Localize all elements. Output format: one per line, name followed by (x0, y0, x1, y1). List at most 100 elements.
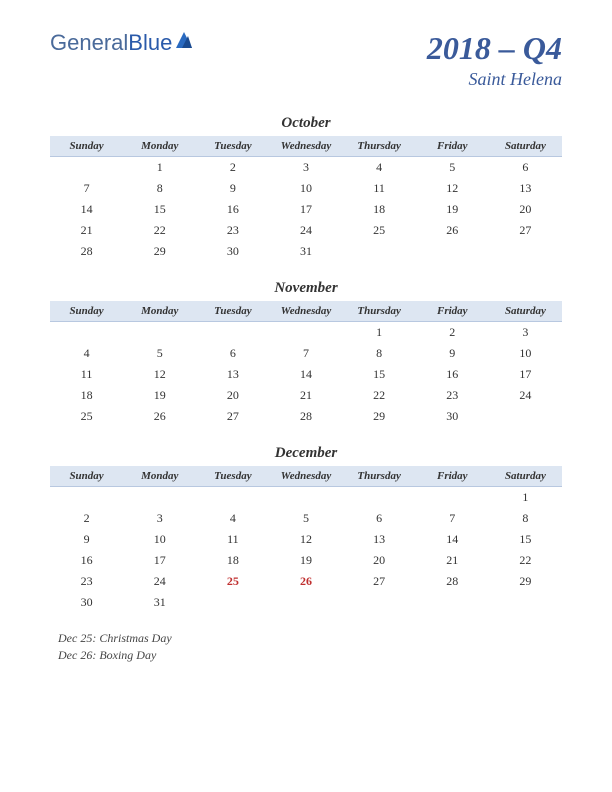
calendar-row: 9101112131415 (50, 529, 562, 550)
calendars-container: OctoberSundayMondayTuesdayWednesdayThurs… (50, 115, 562, 613)
weekday-header: Sunday (50, 301, 123, 322)
calendar-cell: 27 (196, 406, 269, 427)
calendar-cell: 22 (343, 385, 416, 406)
calendar-cell: 26 (416, 220, 489, 241)
calendar-row: 14151617181920 (50, 199, 562, 220)
calendar-cell: 28 (269, 406, 342, 427)
calendar-cell: 12 (269, 529, 342, 550)
calendar-cell: 25 (50, 406, 123, 427)
calendar-cell: 3 (269, 157, 342, 179)
logo: GeneralBlue (50, 30, 194, 56)
weekday-header: Monday (123, 136, 196, 157)
calendar-table: SundayMondayTuesdayWednesdayThursdayFrid… (50, 301, 562, 427)
weekday-header: Saturday (489, 301, 562, 322)
calendar-row: 45678910 (50, 343, 562, 364)
calendar-cell: 6 (343, 508, 416, 529)
calendar-cell: 11 (50, 364, 123, 385)
calendar-cell: 23 (196, 220, 269, 241)
calendar-row: 123456 (50, 157, 562, 179)
calendar-cell: 4 (343, 157, 416, 179)
calendar-cell: 29 (343, 406, 416, 427)
calendar-table: SundayMondayTuesdayWednesdayThursdayFrid… (50, 136, 562, 262)
calendar-row: 123 (50, 322, 562, 344)
calendar-cell: 20 (343, 550, 416, 571)
weekday-header: Sunday (50, 136, 123, 157)
calendar-cell: 6 (489, 157, 562, 179)
weekday-header: Saturday (489, 466, 562, 487)
calendar-cell (416, 592, 489, 613)
calendar-cell: 26 (123, 406, 196, 427)
month-block: DecemberSundayMondayTuesdayWednesdayThur… (50, 445, 562, 613)
calendar-cell: 3 (123, 508, 196, 529)
calendar-cell (489, 406, 562, 427)
calendar-cell (343, 592, 416, 613)
calendar-cell: 7 (416, 508, 489, 529)
calendar-cell (50, 322, 123, 344)
calendar-row: 78910111213 (50, 178, 562, 199)
calendar-cell: 30 (416, 406, 489, 427)
calendar-cell: 12 (416, 178, 489, 199)
calendar-cell: 2 (50, 508, 123, 529)
calendar-row: 1 (50, 487, 562, 509)
calendar-cell: 5 (416, 157, 489, 179)
weekday-header: Tuesday (196, 466, 269, 487)
calendar-cell: 18 (343, 199, 416, 220)
calendar-cell (50, 487, 123, 509)
calendar-cell: 20 (196, 385, 269, 406)
calendar-cell: 31 (269, 241, 342, 262)
calendar-cell: 10 (269, 178, 342, 199)
calendar-cell: 1 (343, 322, 416, 344)
calendar-row: 21222324252627 (50, 220, 562, 241)
calendar-cell: 25 (196, 571, 269, 592)
weekday-header: Sunday (50, 466, 123, 487)
calendar-cell: 7 (269, 343, 342, 364)
calendar-cell: 28 (50, 241, 123, 262)
calendar-cell: 15 (123, 199, 196, 220)
calendar-cell: 3 (489, 322, 562, 344)
calendar-cell: 21 (50, 220, 123, 241)
holiday-note: Dec 25: Christmas Day (58, 631, 562, 646)
calendar-cell (196, 592, 269, 613)
calendar-cell: 18 (50, 385, 123, 406)
calendar-cell: 2 (196, 157, 269, 179)
calendar-cell: 15 (489, 529, 562, 550)
calendar-cell: 14 (416, 529, 489, 550)
calendar-cell: 23 (50, 571, 123, 592)
calendar-cell: 8 (343, 343, 416, 364)
calendar-cell: 21 (416, 550, 489, 571)
weekday-header: Monday (123, 301, 196, 322)
calendar-cell: 24 (489, 385, 562, 406)
logo-icon (174, 30, 194, 56)
calendar-cell: 13 (196, 364, 269, 385)
calendar-cell: 14 (50, 199, 123, 220)
month-name: October (50, 115, 562, 132)
calendar-cell: 8 (123, 178, 196, 199)
month-name: December (50, 445, 562, 462)
calendar-cell: 7 (50, 178, 123, 199)
calendar-cell: 13 (489, 178, 562, 199)
calendar-cell: 6 (196, 343, 269, 364)
weekday-header: Monday (123, 466, 196, 487)
holiday-note: Dec 26: Boxing Day (58, 648, 562, 663)
weekday-header: Thursday (343, 466, 416, 487)
calendar-cell: 14 (269, 364, 342, 385)
holiday-notes: Dec 25: Christmas Day Dec 26: Boxing Day (50, 631, 562, 663)
region-title: Saint Helena (427, 69, 562, 90)
calendar-cell (269, 487, 342, 509)
calendar-cell: 29 (489, 571, 562, 592)
calendar-cell: 9 (416, 343, 489, 364)
calendar-cell: 21 (269, 385, 342, 406)
calendar-cell: 26 (269, 571, 342, 592)
calendar-cell (269, 592, 342, 613)
calendar-cell: 1 (489, 487, 562, 509)
calendar-cell (50, 157, 123, 179)
weekday-header: Wednesday (269, 301, 342, 322)
calendar-cell: 16 (416, 364, 489, 385)
calendar-cell: 16 (50, 550, 123, 571)
calendar-row: 28293031 (50, 241, 562, 262)
weekday-header: Tuesday (196, 301, 269, 322)
calendar-cell: 16 (196, 199, 269, 220)
weekday-header: Thursday (343, 301, 416, 322)
logo-text-1: General (50, 30, 128, 56)
calendar-row: 2345678 (50, 508, 562, 529)
